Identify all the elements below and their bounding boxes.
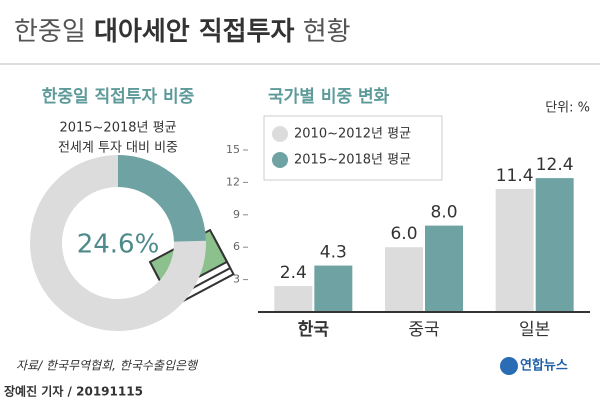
donut-subtitle: 2015~2018년 평균 <box>59 121 176 136</box>
title-part: 한중일 <box>14 17 86 47</box>
x-tick-label: 일본 <box>519 320 550 340</box>
y-tick-label: 12 <box>226 175 240 188</box>
donut-title: 한중일 직접투자 비중 <box>42 87 195 107</box>
legend-label: 2015~2018년 평균 <box>294 153 411 168</box>
value-label: 6.0 <box>390 224 417 244</box>
value-label: 11.4 <box>496 166 534 186</box>
y-tick-label: 9 <box>233 208 240 221</box>
logo: 연합뉴스 <box>520 358 568 374</box>
value-label: 8.0 <box>430 203 457 223</box>
bar <box>495 188 534 312</box>
value-label: 12.4 <box>536 155 574 175</box>
bar <box>314 265 353 312</box>
title-part: 현황 <box>303 17 351 47</box>
donut-subtitle: 전세계 투자 대비 비중 <box>58 141 178 156</box>
unit-label: 단위: % <box>545 101 590 116</box>
legend-box <box>263 115 443 181</box>
y-tick-label: 15 <box>226 143 240 156</box>
bar <box>425 225 463 312</box>
legend-marker <box>272 152 288 168</box>
x-tick-label: 한국 <box>298 320 330 340</box>
logo-icon <box>500 357 518 375</box>
bar <box>385 247 423 312</box>
legend-label: 2010~2012년 평균 <box>294 127 411 142</box>
value-label: 2.4 <box>280 263 307 283</box>
donut-value: 24.6% <box>77 230 160 260</box>
bar <box>274 286 313 312</box>
byline: 장예진 기자 / 20191115 <box>4 384 143 399</box>
title-part: 대아세안 직접투자 <box>94 17 294 47</box>
bar <box>535 178 574 312</box>
donut-segment <box>118 155 206 242</box>
legend-marker <box>272 126 288 142</box>
x-tick-label: 중국 <box>408 320 439 340</box>
y-tick-label: 3 <box>233 273 240 286</box>
source: 자료/ 한국무역협회, 한국수출입은행 <box>16 359 199 373</box>
bar-title: 국가별 비중 변화 <box>268 87 390 107</box>
value-label: 4.3 <box>320 243 347 263</box>
title: 한중일 대아세안 직접투자 현황 <box>14 17 351 47</box>
y-tick-label: 6 <box>233 240 240 253</box>
